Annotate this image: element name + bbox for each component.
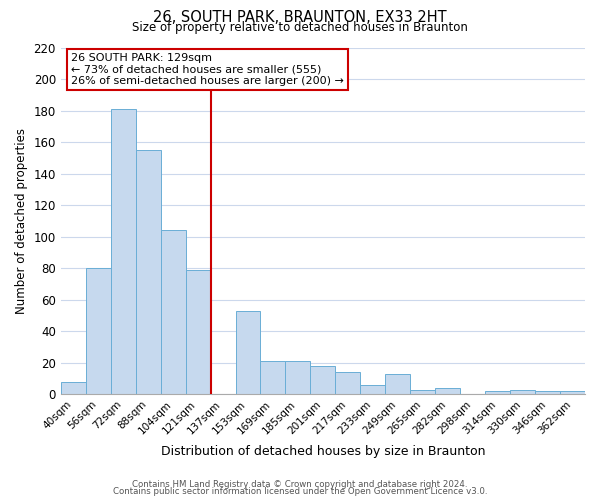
Bar	[485, 392, 510, 394]
Bar	[111, 109, 136, 395]
Bar	[236, 311, 260, 394]
Text: Contains HM Land Registry data © Crown copyright and database right 2024.: Contains HM Land Registry data © Crown c…	[132, 480, 468, 489]
Text: Size of property relative to detached houses in Braunton: Size of property relative to detached ho…	[132, 21, 468, 34]
Text: 26 SOUTH PARK: 129sqm
← 73% of detached houses are smaller (555)
26% of semi-det: 26 SOUTH PARK: 129sqm ← 73% of detached …	[71, 52, 344, 86]
X-axis label: Distribution of detached houses by size in Braunton: Distribution of detached houses by size …	[161, 444, 485, 458]
Bar	[385, 374, 410, 394]
Bar	[410, 390, 435, 394]
Bar	[510, 390, 535, 394]
Bar	[560, 392, 585, 394]
Bar	[161, 230, 185, 394]
Y-axis label: Number of detached properties: Number of detached properties	[15, 128, 28, 314]
Bar	[286, 362, 310, 394]
Bar	[86, 268, 111, 394]
Text: Contains public sector information licensed under the Open Government Licence v3: Contains public sector information licen…	[113, 488, 487, 496]
Bar	[185, 270, 211, 394]
Bar	[61, 382, 86, 394]
Bar	[136, 150, 161, 394]
Bar	[310, 366, 335, 394]
Bar	[435, 388, 460, 394]
Bar	[361, 385, 385, 394]
Bar	[335, 372, 361, 394]
Bar	[260, 362, 286, 394]
Bar	[535, 392, 560, 394]
Text: 26, SOUTH PARK, BRAUNTON, EX33 2HT: 26, SOUTH PARK, BRAUNTON, EX33 2HT	[153, 10, 447, 25]
